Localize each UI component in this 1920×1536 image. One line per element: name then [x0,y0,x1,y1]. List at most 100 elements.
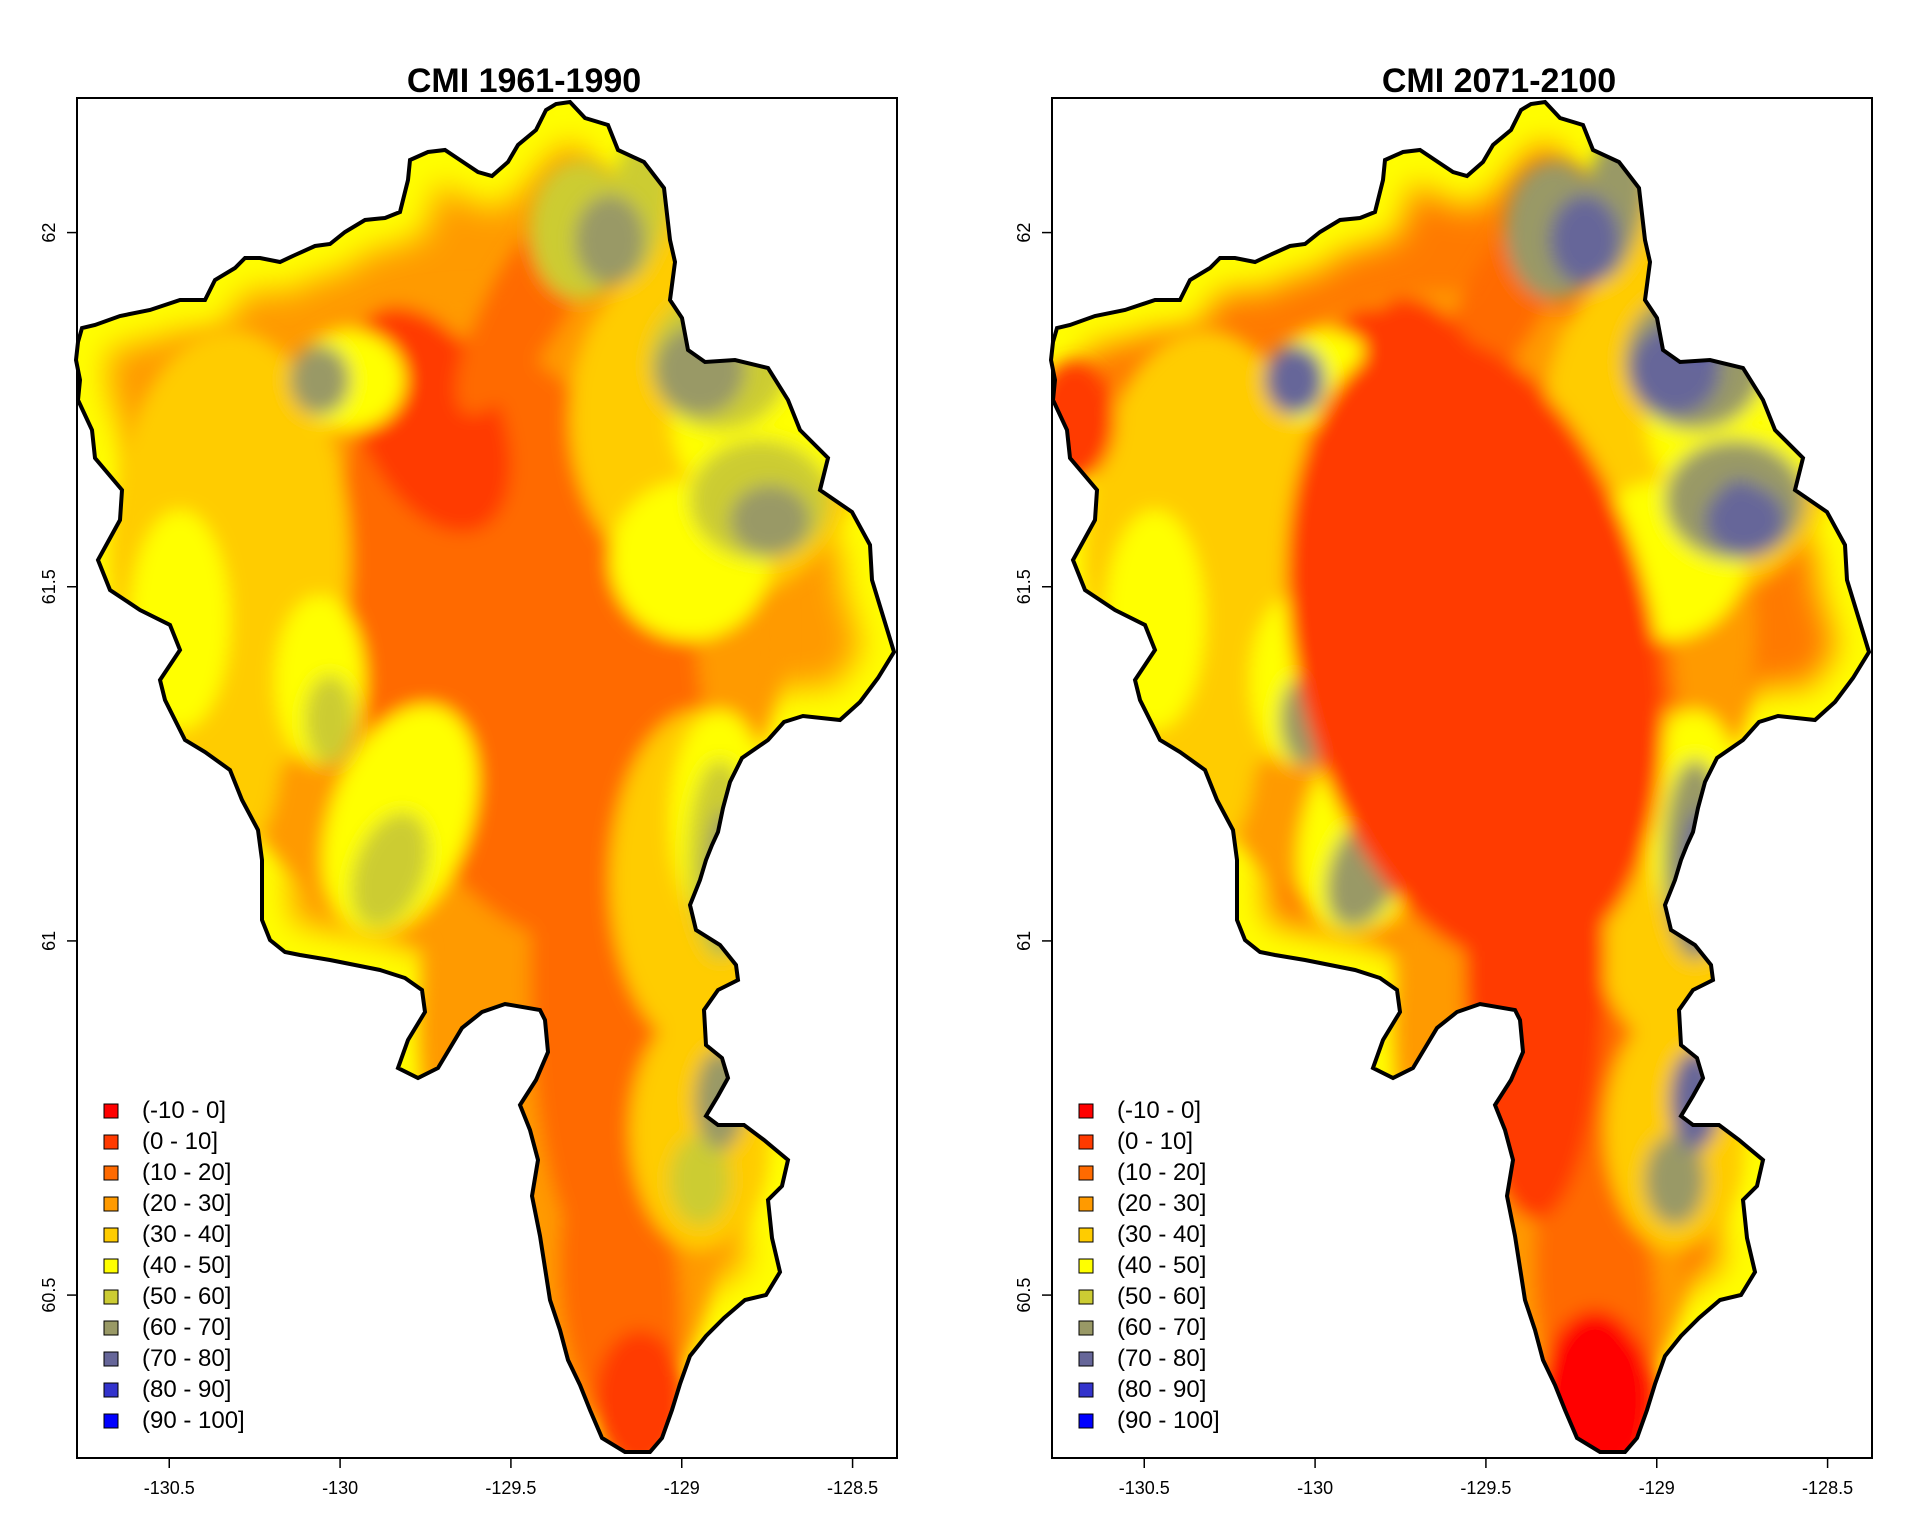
legend-label: (70 - 80] [1117,1345,1206,1372]
legend-swatch [1078,1382,1094,1398]
y-tick-label: 62 [39,223,59,243]
legend-label: (30 - 40] [1117,1221,1206,1248]
y-tick-label: 60.5 [1014,1278,1034,1313]
legend-label: (20 - 30] [1117,1190,1206,1217]
legend-swatch [1078,1351,1094,1367]
y-axis: 62 61.5 61 60.5 [1014,223,1052,1313]
legend-swatch [103,1165,119,1181]
cmi-cell-cluster [1540,1310,1650,1452]
panel-title: CMI 1961-1990 [407,62,641,100]
legend-swatch [103,1320,119,1336]
cmi-cell-cluster [290,345,350,415]
legend-label: (70 - 80] [142,1345,231,1372]
x-tick-label: -128.5 [1802,1478,1853,1498]
legend-label: (-10 - 0] [142,1097,226,1124]
legend-swatch [103,1227,119,1243]
cmi-cell-cluster [1718,480,1762,520]
legend: (-10 - 0] (0 - 10] (10 - 20] (20 - 30] (30 -… [103,1097,245,1434]
legend-label: (0 - 10] [142,1128,218,1155]
cmi-cell-cluster [1550,195,1620,285]
y-axis: 62 61.5 61 60.5 [39,223,77,1313]
y-tick-label: 61 [39,931,59,951]
cmi-cell-cluster [707,810,743,950]
x-tick-label: -129 [1639,1478,1675,1498]
x-axis: -130.5 -130 -129.5 -129 -128.5 [1119,1458,1853,1498]
cmi-cell-cluster [700,170,760,330]
y-tick-label: 62 [1014,223,1034,243]
legend-swatch [1078,1258,1094,1274]
cmi-cell-cluster [305,675,355,765]
cmi-cell-cluster [1630,325,1720,415]
cmi-cell-cluster [595,1330,685,1452]
legend-label: (30 - 40] [142,1221,231,1248]
legend-swatch [103,1258,119,1274]
x-tick-label: -130.5 [1119,1478,1170,1498]
cmi-cell-cluster [1670,1050,1720,1150]
panel-title: CMI 2071-2100 [1382,62,1616,100]
legend-label: (20 - 30] [142,1190,231,1217]
map-frame [1051,97,1873,1459]
x-tick-label: -129.5 [1460,1478,1511,1498]
cmi-cell-cluster [655,325,745,415]
cmi-raster [1049,100,1871,1454]
legend-swatch [103,1351,119,1367]
legend-label: (90 - 100] [1117,1407,1220,1434]
x-tick-label: -130 [322,1478,358,1498]
raster-features [1051,121,1845,1452]
map-panel-future: CMI 2071-2100 -130.5 -130 -129.5 -129 -128.5… [1014,62,1873,1498]
map-panel-historical: CMI 1961-1990 -130.5 -130 -129.5 -129 -128.5… [39,62,898,1498]
legend-label: (40 - 50] [1117,1252,1206,1279]
legend-label: (60 - 70] [1117,1314,1206,1341]
legend-label: (60 - 70] [142,1314,231,1341]
legend-swatch [103,1103,119,1119]
cmi-cell-cluster [130,510,230,730]
legend-label: (90 - 100] [142,1407,245,1434]
map-frame [76,97,898,1459]
legend-swatch [1078,1103,1094,1119]
legend-swatch [1078,1134,1094,1150]
y-tick-label: 60.5 [39,1278,59,1313]
legend-label: (50 - 60] [142,1283,231,1310]
x-axis: -130.5 -130 -129.5 -129 -128.5 [144,1458,878,1498]
cmi-cell-cluster [1685,305,1725,355]
cmi-cell-cluster [1779,380,1811,420]
cmi-cell-cluster [1705,220,1745,320]
legend-label: (40 - 50] [142,1252,231,1279]
legend-label: (10 - 20] [1117,1159,1206,1186]
cmi-cell-cluster [1675,170,1735,330]
legend-swatch [1078,1227,1094,1243]
cmi-cell-cluster [351,812,429,928]
cmi-cell-cluster [1105,510,1205,730]
legend: (-10 - 0] (0 - 10] (10 - 20] (20 - 30] (30 -… [1078,1097,1220,1434]
cmi-cell-cluster [670,1135,730,1225]
cmi-cell-cluster [730,485,810,555]
cmi-cell-cluster [695,1050,745,1150]
y-tick-label: 61.5 [39,569,59,604]
cmi-cell-cluster [1465,700,1605,1220]
legend-label: (50 - 60] [1117,1283,1206,1310]
x-tick-label: -129 [664,1478,700,1498]
legend-swatch [103,1289,119,1305]
y-tick-label: 61.5 [1014,569,1034,604]
cmi-cell-cluster [575,195,645,285]
legend-label: (0 - 10] [1117,1128,1193,1155]
legend-label: (-10 - 0] [1117,1097,1201,1124]
legend-swatch [103,1382,119,1398]
legend-label: (80 - 90] [1117,1376,1206,1403]
legend-swatch [1078,1320,1094,1336]
cmi-cell-cluster [1645,1135,1705,1225]
x-tick-label: -130.5 [144,1478,195,1498]
legend-swatch [103,1196,119,1212]
y-tick-label: 61 [1014,931,1034,951]
legend-swatch [103,1413,119,1429]
cmi-cell-cluster [1688,835,1712,925]
x-tick-label: -130 [1297,1478,1333,1498]
x-tick-label: -128.5 [827,1478,878,1498]
legend-swatch [1078,1289,1094,1305]
legend-label: (10 - 20] [142,1159,231,1186]
legend-swatch [1078,1165,1094,1181]
raster-clip [1051,102,1869,1452]
legend-label: (80 - 90] [142,1376,231,1403]
legend-swatch [1078,1196,1094,1212]
